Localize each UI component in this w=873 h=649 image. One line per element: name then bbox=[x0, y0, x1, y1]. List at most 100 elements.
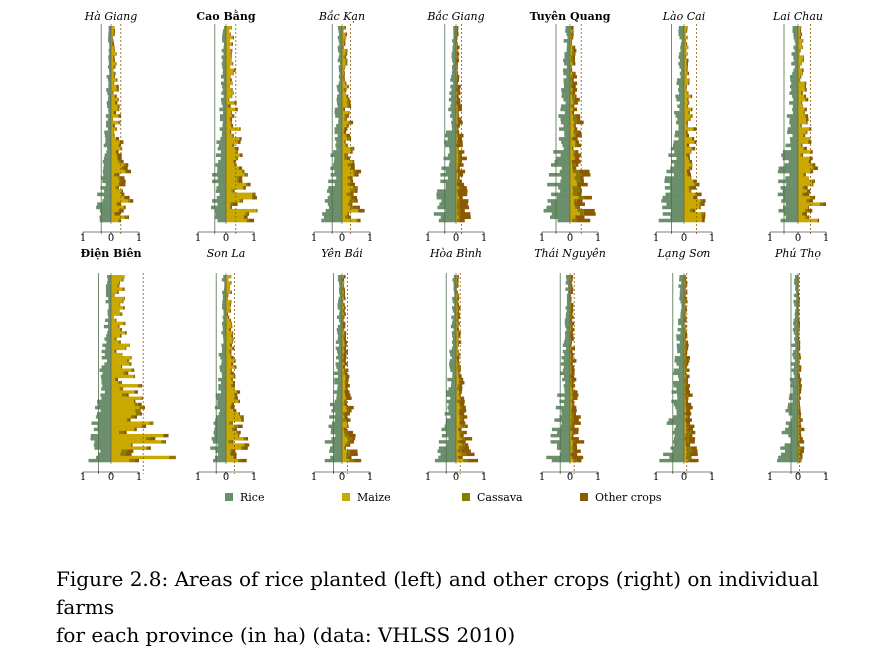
bar-other-crops bbox=[800, 418, 803, 421]
bar-other-crops bbox=[343, 108, 345, 112]
bar-other-crops bbox=[346, 400, 347, 403]
bar-cassava bbox=[343, 303, 344, 306]
bar-maize bbox=[111, 85, 116, 89]
bar-rice bbox=[561, 176, 570, 180]
bar-rice bbox=[676, 114, 684, 118]
bar-other-crops bbox=[575, 114, 580, 118]
bar-other-crops bbox=[577, 121, 584, 125]
bar-rice bbox=[566, 347, 570, 350]
bar-maize bbox=[684, 127, 693, 131]
bar-other-crops bbox=[801, 124, 802, 128]
bar-rice bbox=[663, 212, 684, 216]
bar-cassava bbox=[571, 378, 572, 381]
bar-maize bbox=[798, 91, 801, 95]
bar-rice bbox=[786, 215, 798, 219]
bar-rice bbox=[680, 331, 684, 334]
bar-cassava bbox=[347, 101, 349, 105]
bar-maize bbox=[111, 369, 131, 372]
bar-maize bbox=[226, 36, 232, 40]
bar-rice bbox=[777, 459, 798, 462]
bar-rice bbox=[439, 446, 456, 449]
bar-rice bbox=[101, 176, 111, 180]
bar-other-crops bbox=[343, 309, 344, 312]
bar-rice bbox=[564, 403, 570, 406]
bar-cassava bbox=[572, 98, 574, 102]
bar-rice bbox=[673, 372, 684, 375]
bar-maize bbox=[798, 114, 805, 118]
bar-rice bbox=[783, 157, 798, 161]
bar-cassava bbox=[573, 101, 574, 105]
bar-rice bbox=[339, 55, 342, 59]
bar-maize bbox=[226, 403, 231, 406]
bar-other-crops bbox=[119, 209, 123, 213]
bar-rice bbox=[679, 275, 684, 278]
bar-other-crops bbox=[114, 26, 115, 30]
bar-cassava bbox=[227, 104, 228, 108]
bar-rice bbox=[680, 316, 684, 319]
bar-rice bbox=[223, 316, 226, 319]
bar-maize bbox=[684, 68, 686, 72]
bar-maize bbox=[111, 140, 119, 144]
bar-cassava bbox=[684, 412, 686, 415]
bar-other-crops bbox=[570, 319, 572, 322]
bar-cassava bbox=[231, 49, 232, 53]
bar-cassava bbox=[688, 78, 689, 82]
bar-maize bbox=[570, 144, 575, 148]
x-tick-label: 1 bbox=[195, 472, 201, 483]
bar-rice bbox=[562, 144, 570, 148]
figure-caption: Figure 2.8: Areas of rice planted (left)… bbox=[56, 565, 856, 649]
bar-rice bbox=[335, 400, 342, 403]
bar-maize bbox=[111, 121, 118, 125]
bar-other-crops bbox=[235, 397, 238, 400]
bar-other-crops bbox=[571, 312, 573, 315]
bar-rice bbox=[565, 319, 570, 322]
bar-maize bbox=[342, 134, 345, 138]
bar-other-crops bbox=[344, 347, 346, 350]
bar-other-crops bbox=[465, 425, 468, 428]
panel-title: Phú Thọ bbox=[774, 247, 821, 260]
bar-rice bbox=[781, 219, 798, 223]
bar-rice bbox=[453, 319, 456, 322]
bar-cassava bbox=[238, 459, 240, 462]
x-tick-label: 0 bbox=[339, 233, 345, 244]
bar-cassava bbox=[232, 331, 233, 334]
bar-other-crops bbox=[164, 440, 166, 443]
bar-rice bbox=[215, 450, 226, 453]
bar-cassava bbox=[571, 347, 572, 350]
bar-cassava bbox=[114, 95, 115, 99]
bar-rice bbox=[218, 384, 226, 387]
bar-rice bbox=[333, 150, 342, 154]
bar-rice bbox=[679, 91, 684, 95]
bar-maize bbox=[342, 140, 344, 144]
bar-cassava bbox=[686, 121, 687, 125]
bar-other-crops bbox=[239, 176, 242, 180]
bar-maize bbox=[456, 406, 460, 409]
bar-maize bbox=[111, 306, 123, 309]
bar-cassava bbox=[571, 75, 573, 79]
bar-other-crops bbox=[351, 163, 355, 167]
bar-maize bbox=[798, 144, 801, 148]
bar-rice bbox=[100, 369, 111, 372]
bar-other-crops bbox=[686, 85, 687, 89]
bar-rice bbox=[452, 356, 456, 359]
bar-other-crops bbox=[687, 29, 688, 33]
bar-other-crops bbox=[116, 62, 117, 66]
bar-other-crops bbox=[344, 353, 347, 356]
bar-maize bbox=[226, 372, 230, 375]
bar-other-crops bbox=[230, 303, 231, 306]
bar-rice bbox=[106, 284, 111, 287]
bar-other-crops bbox=[128, 359, 129, 362]
bar-maize bbox=[226, 418, 241, 421]
bar-maize bbox=[111, 325, 118, 328]
x-tick-label: 0 bbox=[108, 472, 114, 483]
bar-cassava bbox=[575, 206, 577, 210]
bar-maize bbox=[226, 124, 231, 128]
bar-other-crops bbox=[685, 55, 686, 59]
bar-other-crops bbox=[457, 356, 460, 359]
bar-rice bbox=[338, 59, 342, 63]
bar-rice bbox=[109, 306, 111, 309]
bar-rice bbox=[564, 62, 570, 66]
bar-other-crops bbox=[350, 121, 353, 125]
bar-other-crops bbox=[347, 49, 348, 53]
bar-cassava bbox=[134, 390, 135, 393]
